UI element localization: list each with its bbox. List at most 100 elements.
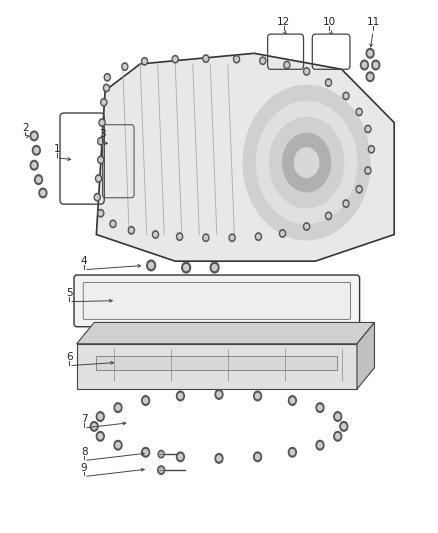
Circle shape [178, 393, 183, 399]
Circle shape [366, 49, 374, 58]
Circle shape [327, 80, 330, 85]
Circle shape [105, 86, 108, 90]
Circle shape [289, 395, 297, 405]
Circle shape [372, 60, 380, 70]
Text: 4: 4 [81, 256, 88, 266]
Text: 7: 7 [81, 415, 88, 424]
Circle shape [215, 390, 223, 399]
Circle shape [290, 450, 294, 455]
Circle shape [325, 212, 332, 220]
Circle shape [215, 454, 223, 463]
Circle shape [92, 424, 96, 429]
Circle shape [217, 456, 221, 461]
Circle shape [158, 466, 165, 474]
Circle shape [203, 55, 209, 62]
Circle shape [229, 234, 235, 241]
Circle shape [30, 160, 38, 170]
Circle shape [103, 84, 110, 92]
Circle shape [128, 227, 134, 234]
Circle shape [144, 450, 148, 455]
Circle shape [368, 74, 372, 79]
Polygon shape [77, 322, 374, 344]
Circle shape [39, 188, 47, 198]
Circle shape [98, 434, 102, 439]
Circle shape [370, 147, 373, 151]
Circle shape [362, 62, 367, 68]
Circle shape [148, 263, 153, 269]
Circle shape [90, 422, 98, 431]
Circle shape [141, 58, 148, 65]
Circle shape [99, 119, 105, 126]
Circle shape [318, 405, 322, 410]
Circle shape [285, 63, 289, 67]
Circle shape [336, 414, 340, 419]
Circle shape [334, 432, 342, 441]
Circle shape [98, 209, 104, 217]
Circle shape [365, 125, 371, 133]
Circle shape [172, 55, 178, 63]
Circle shape [184, 264, 188, 271]
Circle shape [254, 452, 261, 462]
Circle shape [32, 163, 36, 168]
Circle shape [154, 232, 157, 237]
Circle shape [177, 233, 183, 240]
Circle shape [98, 414, 102, 419]
Circle shape [357, 187, 361, 191]
Circle shape [342, 424, 346, 429]
Text: 5: 5 [66, 288, 73, 298]
Circle shape [356, 108, 362, 116]
Circle shape [254, 391, 261, 401]
Circle shape [344, 201, 348, 206]
Circle shape [255, 233, 261, 240]
Circle shape [304, 68, 310, 75]
Circle shape [230, 236, 234, 240]
Circle shape [96, 432, 104, 441]
Circle shape [111, 222, 115, 226]
Circle shape [357, 110, 361, 114]
Circle shape [96, 411, 104, 421]
Circle shape [30, 131, 38, 141]
Circle shape [336, 434, 340, 439]
Circle shape [35, 175, 42, 184]
Circle shape [122, 63, 128, 70]
Circle shape [144, 398, 148, 403]
Circle shape [116, 405, 120, 410]
Circle shape [152, 231, 159, 238]
Circle shape [95, 175, 102, 182]
FancyBboxPatch shape [74, 275, 360, 327]
Circle shape [368, 51, 372, 56]
Circle shape [204, 236, 208, 240]
Circle shape [97, 176, 100, 181]
Circle shape [374, 62, 378, 68]
Circle shape [283, 133, 331, 192]
Circle shape [366, 168, 370, 173]
Circle shape [284, 61, 290, 69]
Circle shape [257, 235, 260, 239]
Circle shape [368, 146, 374, 153]
Text: 10: 10 [323, 18, 336, 27]
Circle shape [340, 422, 348, 431]
Circle shape [243, 85, 370, 240]
Circle shape [210, 262, 219, 273]
Circle shape [334, 411, 342, 421]
Circle shape [260, 57, 266, 64]
Text: 2: 2 [22, 123, 29, 133]
Circle shape [95, 195, 99, 199]
Circle shape [366, 127, 370, 131]
Circle shape [36, 177, 41, 182]
Text: 3: 3 [99, 130, 106, 139]
Circle shape [318, 442, 322, 448]
Circle shape [159, 452, 163, 456]
Circle shape [159, 468, 163, 472]
Circle shape [99, 158, 102, 162]
Circle shape [343, 200, 349, 207]
Circle shape [114, 440, 122, 450]
Circle shape [173, 57, 177, 61]
Circle shape [110, 220, 116, 228]
Circle shape [141, 395, 149, 405]
Circle shape [343, 92, 349, 100]
Text: 9: 9 [81, 463, 88, 473]
Circle shape [100, 120, 104, 125]
Circle shape [279, 230, 286, 237]
Circle shape [98, 138, 104, 145]
